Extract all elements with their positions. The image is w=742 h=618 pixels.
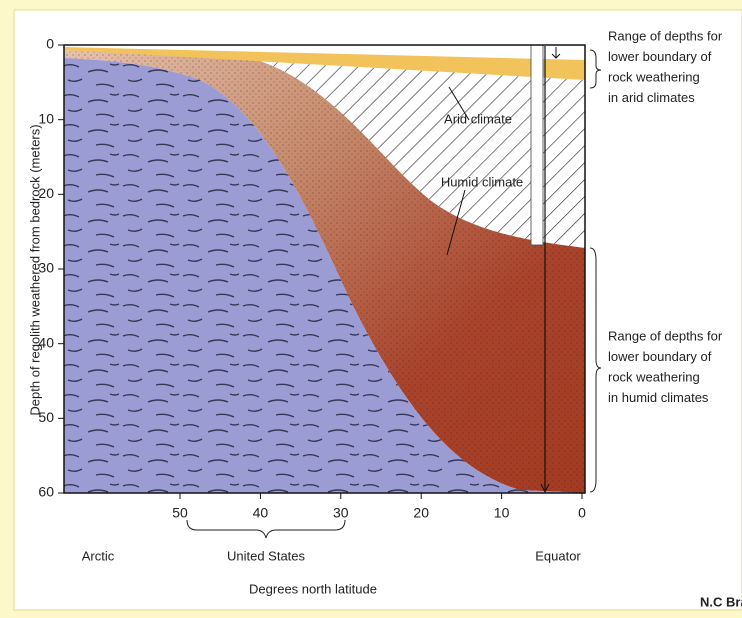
page: Arid climate Humid climate Arctic United… — [0, 0, 742, 618]
y-tick-label: 0 — [46, 36, 54, 52]
note-line: lower boundary of — [608, 349, 712, 364]
arid-label: Arid climate — [444, 111, 512, 126]
y-tick-label: 10 — [38, 110, 54, 126]
y-tick-label: 50 — [38, 409, 54, 425]
diagram: Arid climate Humid climate Arctic United… — [0, 0, 742, 618]
y-tick-label: 60 — [38, 484, 54, 500]
y-tick-label: 40 — [38, 334, 54, 350]
x-tick-label: 10 — [494, 505, 510, 521]
x-tick-label: 20 — [413, 505, 429, 521]
note-line: rock weathering — [608, 369, 700, 384]
note-line: in arid climates — [608, 90, 695, 105]
note-line: rock weathering — [608, 69, 700, 84]
y-tick-label: 30 — [38, 260, 54, 276]
region-label: Equator — [535, 548, 581, 563]
note-line: in humid climates — [608, 390, 709, 405]
humid-label: Humid climate — [441, 174, 523, 189]
x-tick-label: 30 — [333, 505, 349, 521]
credit: N.C Brady — [700, 594, 742, 609]
plot: Arid climate Humid climate — [64, 45, 585, 493]
region-label: United States — [227, 548, 306, 563]
arid-strip — [531, 45, 543, 245]
note-line: Range of depths for — [608, 28, 723, 43]
x-tick-label: 0 — [578, 505, 586, 521]
y-tick-label: 20 — [38, 185, 54, 201]
note-line: lower boundary of — [608, 49, 712, 64]
note-line: Range of depths for — [608, 328, 723, 343]
x-tick-label: 50 — [172, 505, 188, 521]
region-label: Arctic — [82, 548, 115, 563]
x-tick-label: 40 — [253, 505, 269, 521]
x-axis-label: Degrees north latitude — [249, 581, 377, 596]
